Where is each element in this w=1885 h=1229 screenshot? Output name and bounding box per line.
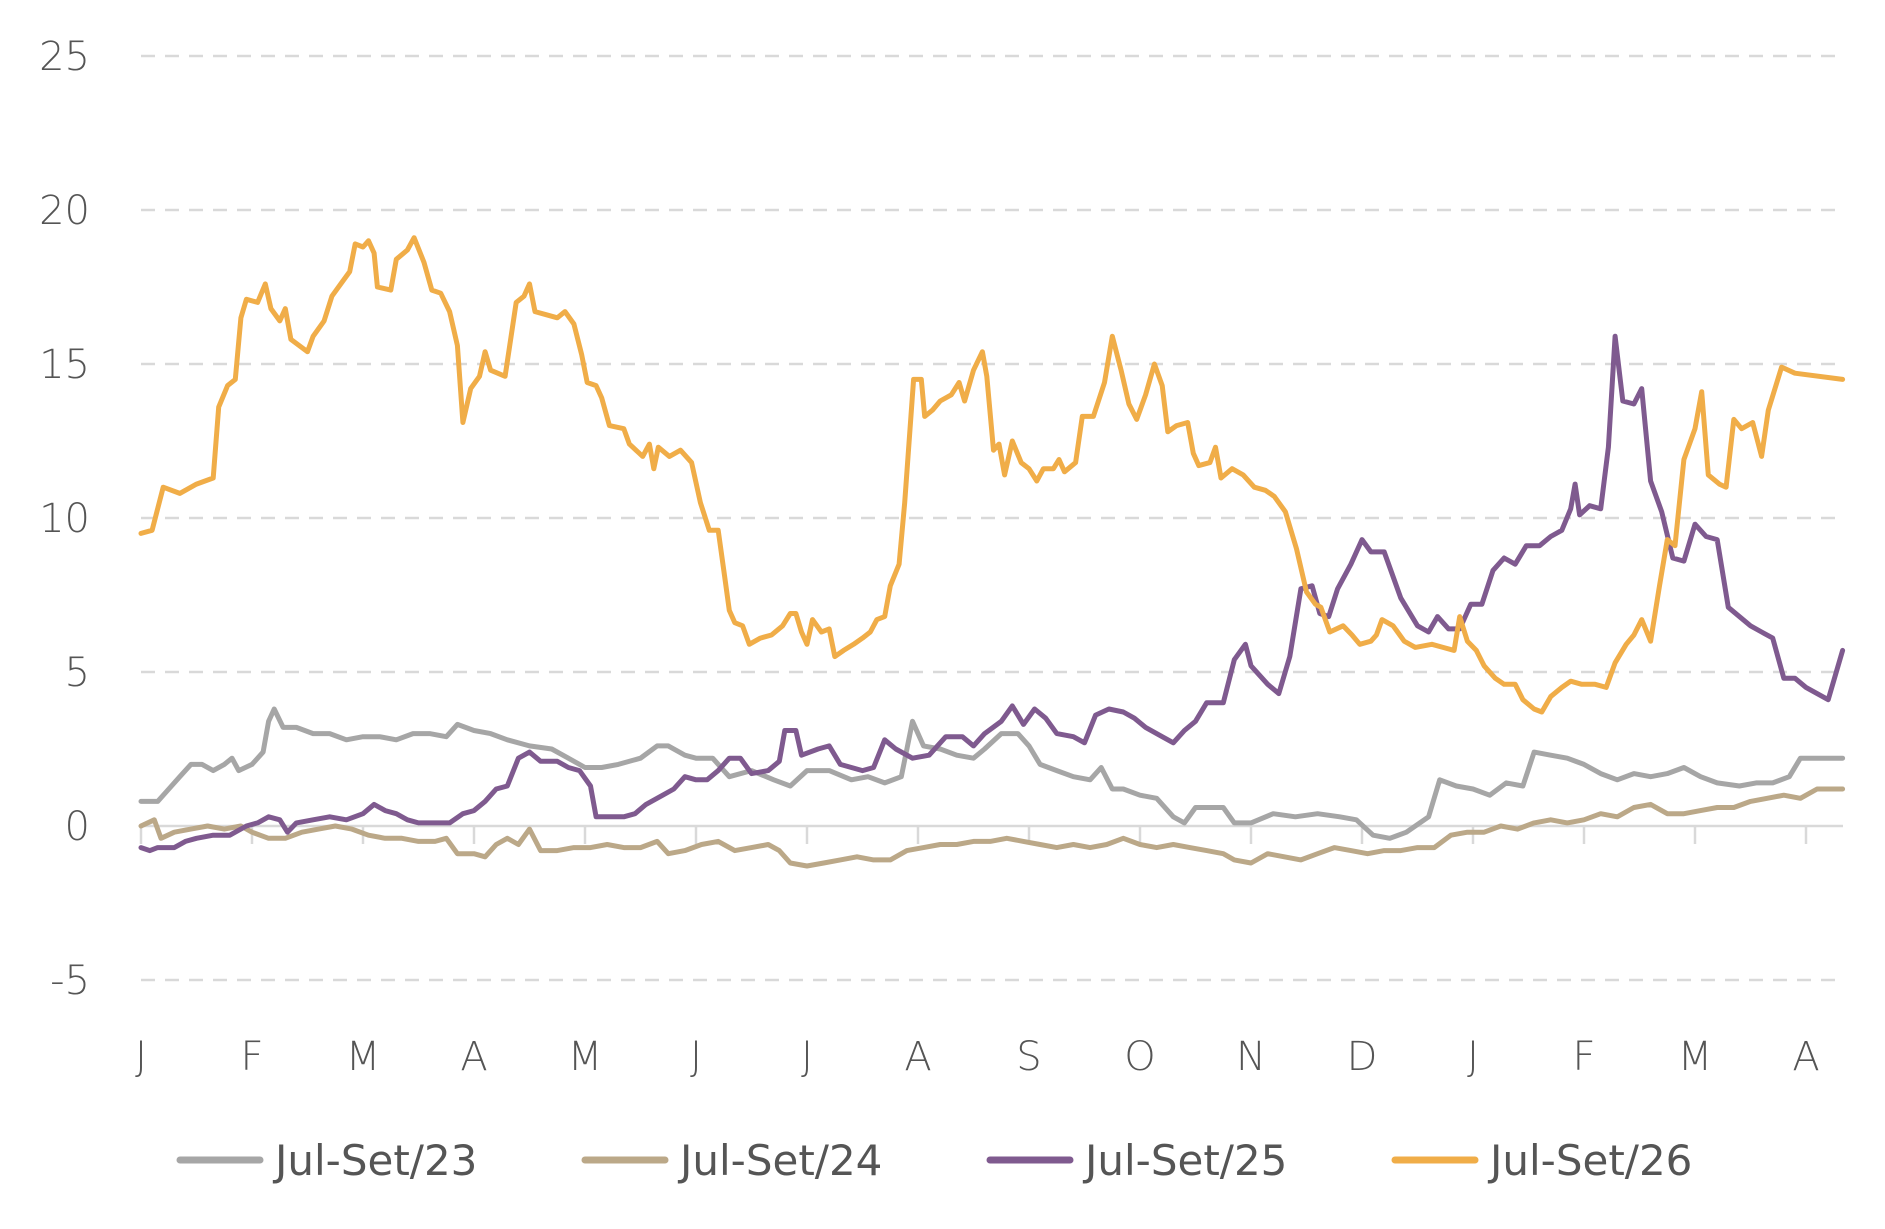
y-tick-label: 0 bbox=[65, 804, 90, 850]
x-tick-label: F bbox=[1572, 1034, 1595, 1080]
x-tick-label: J bbox=[1467, 1034, 1479, 1080]
series-lines bbox=[138, 235, 1846, 869]
legend-item: Jul-Set/25 bbox=[986, 1136, 1287, 1185]
y-tick-label: 20 bbox=[39, 188, 90, 234]
legend-label: Jul-Set/26 bbox=[1487, 1136, 1692, 1185]
x-tick-label: F bbox=[240, 1034, 263, 1080]
series-line-jul-set-24 bbox=[138, 786, 1846, 869]
y-tick-label: 25 bbox=[39, 34, 90, 80]
x-tick-label: M bbox=[1678, 1034, 1713, 1080]
x-tick-label: O bbox=[1124, 1034, 1155, 1080]
y-tick-label: 10 bbox=[39, 496, 90, 542]
x-tick-label: A bbox=[1792, 1034, 1819, 1080]
legend-label: Jul-Set/24 bbox=[677, 1136, 882, 1185]
legend-label: Jul-Set/25 bbox=[1082, 1136, 1287, 1185]
x-tick-label: M bbox=[346, 1034, 381, 1080]
x-tick-label: D bbox=[1347, 1034, 1378, 1080]
x-tick-label: N bbox=[1236, 1034, 1266, 1080]
legend: Jul-Set/23 Jul-Set/24 Jul-Set/25 Jul-Set/26 bbox=[176, 1136, 1692, 1185]
legend-item: Jul-Set/26 bbox=[1391, 1136, 1692, 1185]
gridlines bbox=[141, 54, 1843, 982]
legend-label: Jul-Set/23 bbox=[272, 1136, 477, 1185]
x-tick-label: S bbox=[1016, 1034, 1041, 1080]
y-tick-label: 15 bbox=[39, 342, 90, 388]
x-tick-label: J bbox=[135, 1034, 147, 1080]
x-tick-label: A bbox=[460, 1034, 487, 1080]
y-tick-label: 5 bbox=[65, 650, 90, 696]
legend-item: Jul-Set/23 bbox=[176, 1136, 477, 1185]
series-line-jul-set-23 bbox=[138, 706, 1846, 841]
x-tick-label: J bbox=[801, 1034, 813, 1080]
y-tick-label: -5 bbox=[50, 958, 90, 1004]
x-tick-label: A bbox=[904, 1034, 931, 1080]
x-tick-label: J bbox=[690, 1034, 702, 1080]
series-line-jul-set-26 bbox=[138, 235, 1846, 715]
y-axis-ticks: -5 0 5 10 15 20 25 bbox=[39, 34, 90, 1004]
legend-item: Jul-Set/24 bbox=[581, 1136, 882, 1185]
series-line-jul-set-25 bbox=[138, 333, 1846, 854]
x-tick-label: M bbox=[568, 1034, 603, 1080]
